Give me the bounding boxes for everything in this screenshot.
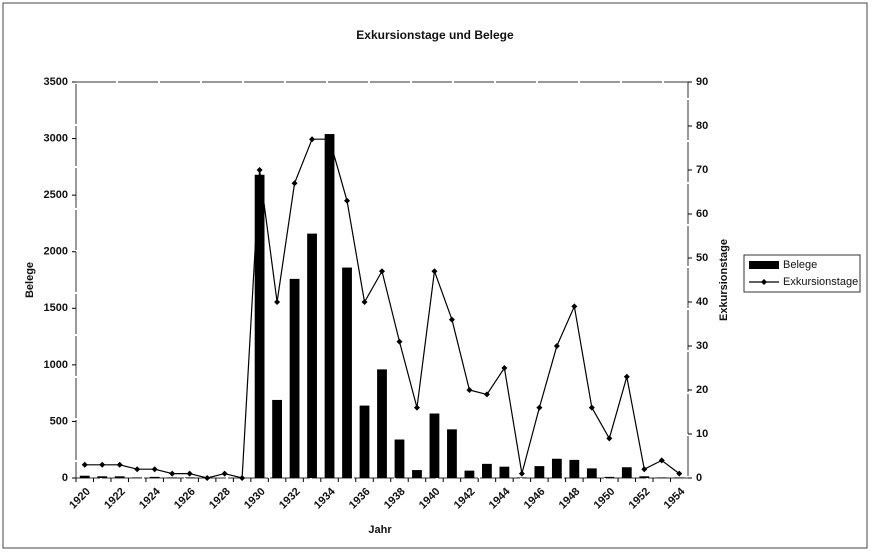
- bar: [604, 476, 615, 478]
- line-marker: [571, 303, 578, 310]
- line-marker: [448, 316, 455, 323]
- legend-swatch: [749, 261, 779, 269]
- bar: [289, 278, 300, 478]
- bar: [412, 470, 422, 478]
- y-tick-label: 0: [62, 472, 68, 484]
- bar: [394, 439, 405, 478]
- bar: [656, 477, 667, 478]
- y2-tick-label: 40: [696, 296, 708, 308]
- line-marker: [134, 466, 141, 473]
- line-marker: [553, 343, 560, 349]
- line-marker: [221, 470, 228, 477]
- line-marker: [379, 268, 385, 275]
- legend-label: Belege: [783, 259, 817, 271]
- y2-tick-label: 70: [696, 164, 708, 176]
- line-marker: [204, 475, 211, 481]
- bar: [534, 466, 545, 478]
- y2-tick-label: 10: [696, 428, 708, 440]
- line-marker: [291, 180, 298, 187]
- y2-tick-label: 80: [696, 120, 708, 132]
- y-tick-label: 3000: [44, 132, 68, 144]
- line-marker: [536, 404, 543, 411]
- line-marker: [186, 470, 193, 477]
- bar: [132, 477, 143, 478]
- line-marker: [239, 475, 246, 481]
- y2-tick-label: 0: [696, 472, 702, 484]
- x-axis-title: Jahr: [368, 524, 392, 536]
- y-tick-label: 2500: [44, 189, 68, 201]
- line-marker: [431, 268, 438, 275]
- line-marker: [658, 457, 665, 464]
- bar: [79, 475, 90, 478]
- y2-tick-label: 90: [696, 76, 708, 88]
- line-marker: [606, 435, 613, 442]
- y-tick-label: 3500: [44, 76, 68, 88]
- bar: [377, 369, 387, 478]
- line-marker: [256, 167, 263, 173]
- line-marker: [483, 391, 490, 398]
- bar: [429, 413, 440, 478]
- line-marker: [501, 365, 508, 371]
- line-marker: [466, 387, 473, 393]
- y2-tick-label: 60: [696, 208, 708, 220]
- y2-tick-label: 50: [696, 252, 708, 264]
- y-axis-title: Belege: [24, 262, 36, 298]
- line-marker: [676, 470, 683, 477]
- bar: [499, 466, 510, 478]
- line-marker: [326, 136, 333, 143]
- bar: [359, 405, 370, 478]
- y-tick-label: 500: [50, 415, 68, 427]
- y-tick-label: 2000: [44, 246, 68, 258]
- bar: [464, 470, 475, 478]
- line-marker: [518, 470, 525, 477]
- line-marker: [623, 373, 630, 380]
- bar: [184, 477, 195, 478]
- line-marker: [396, 338, 403, 345]
- line-marker: [99, 461, 106, 468]
- line-marker: [169, 470, 176, 477]
- bar: [586, 468, 597, 478]
- bar: [639, 476, 650, 478]
- bar: [324, 134, 335, 478]
- line-marker: [413, 404, 420, 411]
- line-marker: [274, 299, 281, 305]
- y-tick-label: 1000: [44, 359, 68, 371]
- y2-tick-label: 30: [696, 340, 708, 352]
- bar: [254, 174, 265, 478]
- bar: [114, 476, 125, 478]
- line-marker: [344, 197, 351, 204]
- bar: [621, 467, 632, 478]
- bar: [482, 463, 492, 478]
- line-marker: [309, 136, 316, 143]
- legend-label: Exkursionstage: [783, 276, 858, 288]
- bar: [551, 458, 562, 478]
- y2-axis-title: Exkursionstage: [718, 239, 730, 321]
- bar: [569, 459, 580, 478]
- bar: [516, 477, 527, 478]
- bar: [674, 477, 685, 478]
- bar: [167, 477, 178, 478]
- line-marker: [151, 466, 158, 473]
- y-tick-label: 1500: [44, 302, 68, 314]
- bar: [307, 233, 317, 478]
- bar: [272, 399, 282, 478]
- line-marker: [588, 404, 595, 411]
- line-marker: [361, 299, 368, 305]
- bar: [447, 429, 457, 478]
- line-marker: [116, 461, 123, 468]
- line-marker: [641, 466, 648, 473]
- line-marker: [81, 461, 88, 468]
- legend-marker: [761, 279, 767, 285]
- bar: [342, 267, 352, 478]
- bar: [149, 476, 160, 478]
- chart-title: Exkursionstage und Belege: [356, 28, 514, 42]
- y2-tick-label: 20: [696, 384, 708, 396]
- bar: [97, 476, 108, 478]
